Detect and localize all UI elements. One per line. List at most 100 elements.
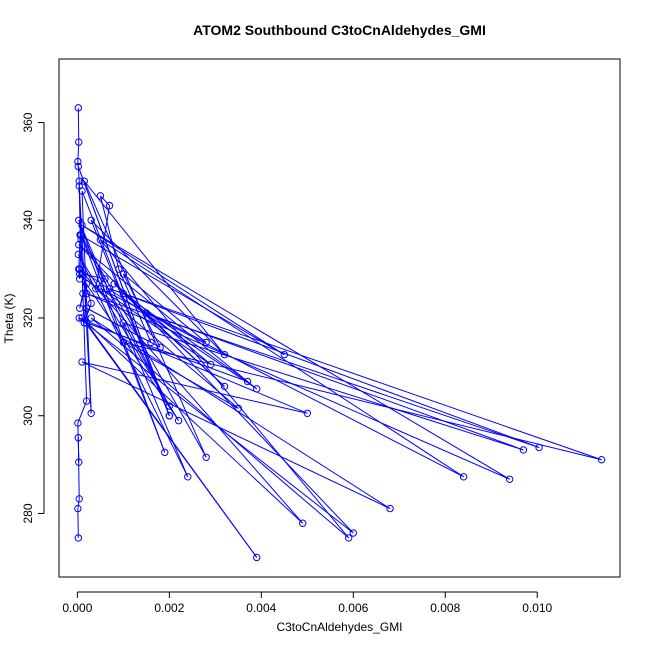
data-point [82,304,91,312]
data-point [82,397,91,405]
series-segment [81,190,170,416]
series-segment [77,498,80,509]
data-point [96,236,105,244]
data-point [119,289,128,298]
data-point [82,319,91,327]
x-tick-label: 0.004 [246,601,276,615]
data-point [253,553,261,562]
data-point [75,216,83,224]
data-point [75,495,83,503]
data-point [75,177,83,185]
data-point [110,280,118,288]
data-point [74,434,83,442]
data-point [115,265,123,273]
data-point [87,409,95,417]
data-point [161,448,169,457]
data-point [207,360,215,369]
series-segment [78,220,166,453]
data-point [344,534,353,542]
data-point [101,275,109,283]
data-point [82,280,91,288]
series-segment [109,288,540,448]
data-point [74,504,82,513]
series-segment [123,293,248,382]
series-segment [81,361,391,510]
series-segment [109,288,602,461]
series-segment [83,180,207,458]
data-point [184,473,192,481]
series-segment [79,273,239,409]
data-point [299,519,307,527]
data-point [147,338,155,347]
series-segment [90,219,225,356]
data-point [234,404,243,413]
series-segment [77,437,80,499]
series-segment [81,224,285,356]
data-point [165,412,174,420]
data-point [80,177,88,185]
data-point [87,314,95,322]
series-segment [113,283,212,365]
y-tick-label: 320 [21,308,35,328]
data-point [74,419,82,427]
x-tick-label: 0.010 [522,601,552,615]
series-segment [78,186,92,414]
series-segment [86,293,540,448]
data-point [220,382,229,391]
series-segment [86,293,510,480]
plot-frame [58,58,621,578]
data-point [349,529,357,537]
data-point [75,138,83,146]
data-point [96,284,105,293]
data-point [78,358,86,366]
data-point [119,338,128,347]
y-tick-label: 340 [21,210,35,230]
data-point [519,446,528,454]
data-point [220,350,229,359]
series-segment [100,239,350,539]
data-point [156,343,164,352]
data-point [535,443,543,452]
data-point [75,240,83,249]
data-point [96,192,105,200]
y-tick-label: 280 [21,503,35,523]
axes: 0.000 0.002 0.004 0.006 0.008 0.010 280 300 320 3… [21,112,553,615]
series-segment [100,239,464,478]
data-point [87,299,95,308]
data-point [105,201,114,210]
data-point [75,265,84,273]
series-segment [83,180,225,355]
series-segment [80,234,166,453]
data-point [142,309,151,317]
data-point [79,289,87,298]
data-point [74,104,83,112]
data-point [253,385,261,393]
data-point [105,284,114,293]
x-tick-label: 0.002 [154,601,184,615]
x-tick-label: 0.006 [338,601,368,615]
x-tick-label: 0.000 [62,601,92,615]
series-segment [99,195,120,270]
data-point [243,377,252,386]
data-point [386,504,394,513]
series-segment [81,317,258,558]
series-segment [123,322,524,451]
data-point [597,456,606,464]
data-point [165,402,174,410]
data-point [505,475,514,483]
data-point [82,289,91,298]
data-point [75,182,83,190]
data-point [459,473,468,481]
data-point [74,534,83,542]
data-point [74,250,83,259]
data-point [74,162,83,171]
data-point [78,314,86,322]
data-point [92,284,100,293]
series-segment [90,317,391,510]
series-segment [81,361,308,414]
series-layer [74,104,606,562]
series-segment [95,205,111,289]
y-tick-label: 360 [21,112,35,132]
